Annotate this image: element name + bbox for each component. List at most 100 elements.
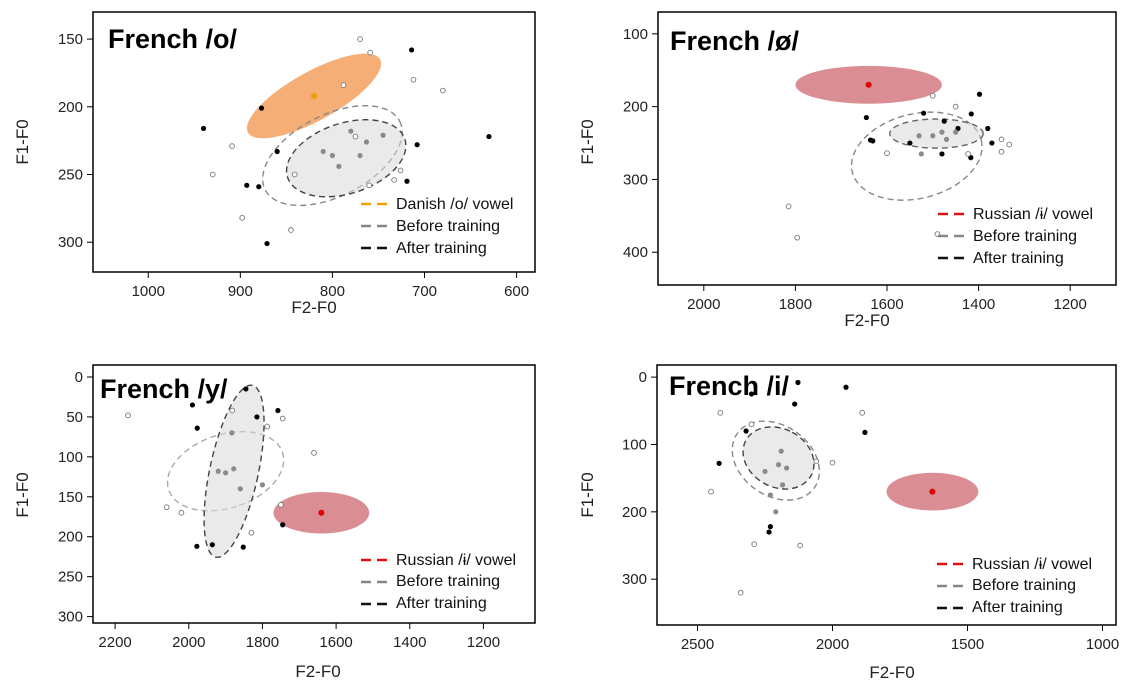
before-training-point (748, 421, 755, 428)
x-tick-label: 2200 (98, 634, 131, 651)
after-training-point (200, 125, 207, 132)
before-training-point (163, 504, 170, 511)
after-training-ellipse (742, 426, 815, 490)
legend-label: Before training (973, 228, 1077, 245)
x-tick-label: 1400 (393, 634, 426, 651)
after-training-point (792, 401, 798, 407)
x-tick-label: 600 (504, 283, 529, 300)
reference-layer (795, 65, 942, 104)
before-training-ellipse (850, 111, 983, 201)
y-tick-label: 400 (623, 244, 648, 261)
after-training-point (280, 522, 286, 528)
points-layer (125, 386, 317, 550)
after-training-point (907, 140, 913, 146)
ticks-layer: 2200 2000 1800 1600 1400 1200 0 50 100 150 200 250 3… (58, 369, 500, 651)
after-training-point (748, 391, 755, 397)
points-layer (200, 36, 492, 247)
x-tick-label: 1200 (467, 634, 500, 651)
legend-label: Russian /ɨ/ vowel (972, 556, 1092, 573)
legend-label: Before training (972, 577, 1076, 594)
points-layer (708, 379, 868, 596)
legend-label: Russian /ɨ/ vowel (396, 552, 516, 569)
y-axis-label: F1-F0 (578, 472, 597, 517)
y-axis-label: F1-F0 (13, 119, 32, 164)
after-training-point (404, 178, 410, 184)
before-training-point (829, 459, 836, 466)
mean-point (215, 468, 221, 474)
after-training-point (976, 91, 983, 97)
y-tick-label: 150 (58, 489, 83, 506)
after-training-point (486, 133, 492, 140)
x-axis-label: F2-F0 (869, 663, 914, 682)
plot-area (785, 65, 1013, 241)
plot-frame (92, 364, 536, 624)
before-training-point (367, 49, 374, 56)
after-training-point (843, 384, 849, 390)
panel-french-oe: French /ø/ F2-F0 F1-F0 2000 1800 1600 1400 1… (578, 11, 1117, 330)
before-training-point (279, 415, 286, 422)
mean-point (348, 128, 354, 134)
before-training-point (440, 87, 446, 94)
y-tick-label: 100 (622, 436, 647, 453)
mean-point (767, 492, 774, 498)
after-training-point (870, 138, 876, 144)
mean-point (778, 448, 784, 454)
mean-point (363, 139, 370, 145)
x-tick-label: 800 (320, 283, 345, 300)
before-training-point (357, 36, 363, 42)
after-training-point (194, 543, 200, 549)
legend: Russian /ɨ/ vowel Before training After … (937, 556, 1092, 616)
before-training-point (797, 542, 803, 549)
x-tick-label: 1400 (962, 296, 995, 313)
y-axis-label: F1-F0 (13, 472, 32, 517)
plot-frame (92, 11, 536, 273)
before-training-point (397, 167, 404, 174)
before-training-point (952, 103, 959, 110)
y-tick-label: 300 (623, 171, 648, 188)
after-training-point (863, 114, 869, 121)
before-training-point (311, 450, 317, 456)
after-training-point (275, 407, 281, 414)
after-training-point (240, 544, 246, 550)
mean-point (223, 470, 229, 476)
before-training-point (340, 82, 347, 88)
mean-point (918, 151, 924, 157)
y-tick-label: 0 (75, 369, 83, 386)
reference-layer (886, 472, 979, 511)
x-tick-label: 2000 (172, 634, 205, 651)
after-training-point (985, 125, 991, 132)
reference-layer (273, 492, 370, 534)
before-training-point (366, 182, 373, 189)
after-training-point (921, 110, 927, 116)
panel-french-o: French /o/ F2-F0 F1-F0 1000 900 800 700 6001… (13, 11, 536, 317)
before-training-point (248, 529, 255, 536)
mean-point (237, 486, 243, 492)
after-training-ellipse (889, 118, 984, 149)
before-training-point (209, 171, 216, 178)
mean-point (357, 152, 363, 159)
legend-label: After training (396, 595, 487, 612)
y-tick-label: 300 (622, 571, 647, 588)
mean-point (229, 430, 235, 436)
mean-point (380, 132, 386, 138)
reference-layer (246, 53, 382, 139)
y-tick-label: 200 (623, 99, 648, 116)
panel-title: French /o/ (108, 24, 238, 54)
y-tick-label: 100 (623, 26, 648, 43)
after-training-point (862, 429, 868, 435)
plot-area (125, 384, 370, 559)
panel-french-i: French /i/ F2-F0 F1-F0 2500 2000 1500 1000 0… (578, 364, 1119, 682)
mean-point (773, 509, 779, 515)
x-tick-label: 1800 (246, 634, 279, 651)
reference-center-point (318, 509, 325, 516)
after-training-point (258, 105, 265, 111)
before-training-point (998, 148, 1005, 155)
y-tick-label: 300 (58, 609, 83, 626)
after-training-point (256, 184, 262, 190)
panel-title: French /y/ (100, 374, 228, 404)
x-tick-label: 2000 (687, 296, 720, 313)
mean-point (779, 482, 786, 488)
y-tick-label: 50 (66, 409, 83, 426)
legend-label: After training (973, 250, 1064, 267)
